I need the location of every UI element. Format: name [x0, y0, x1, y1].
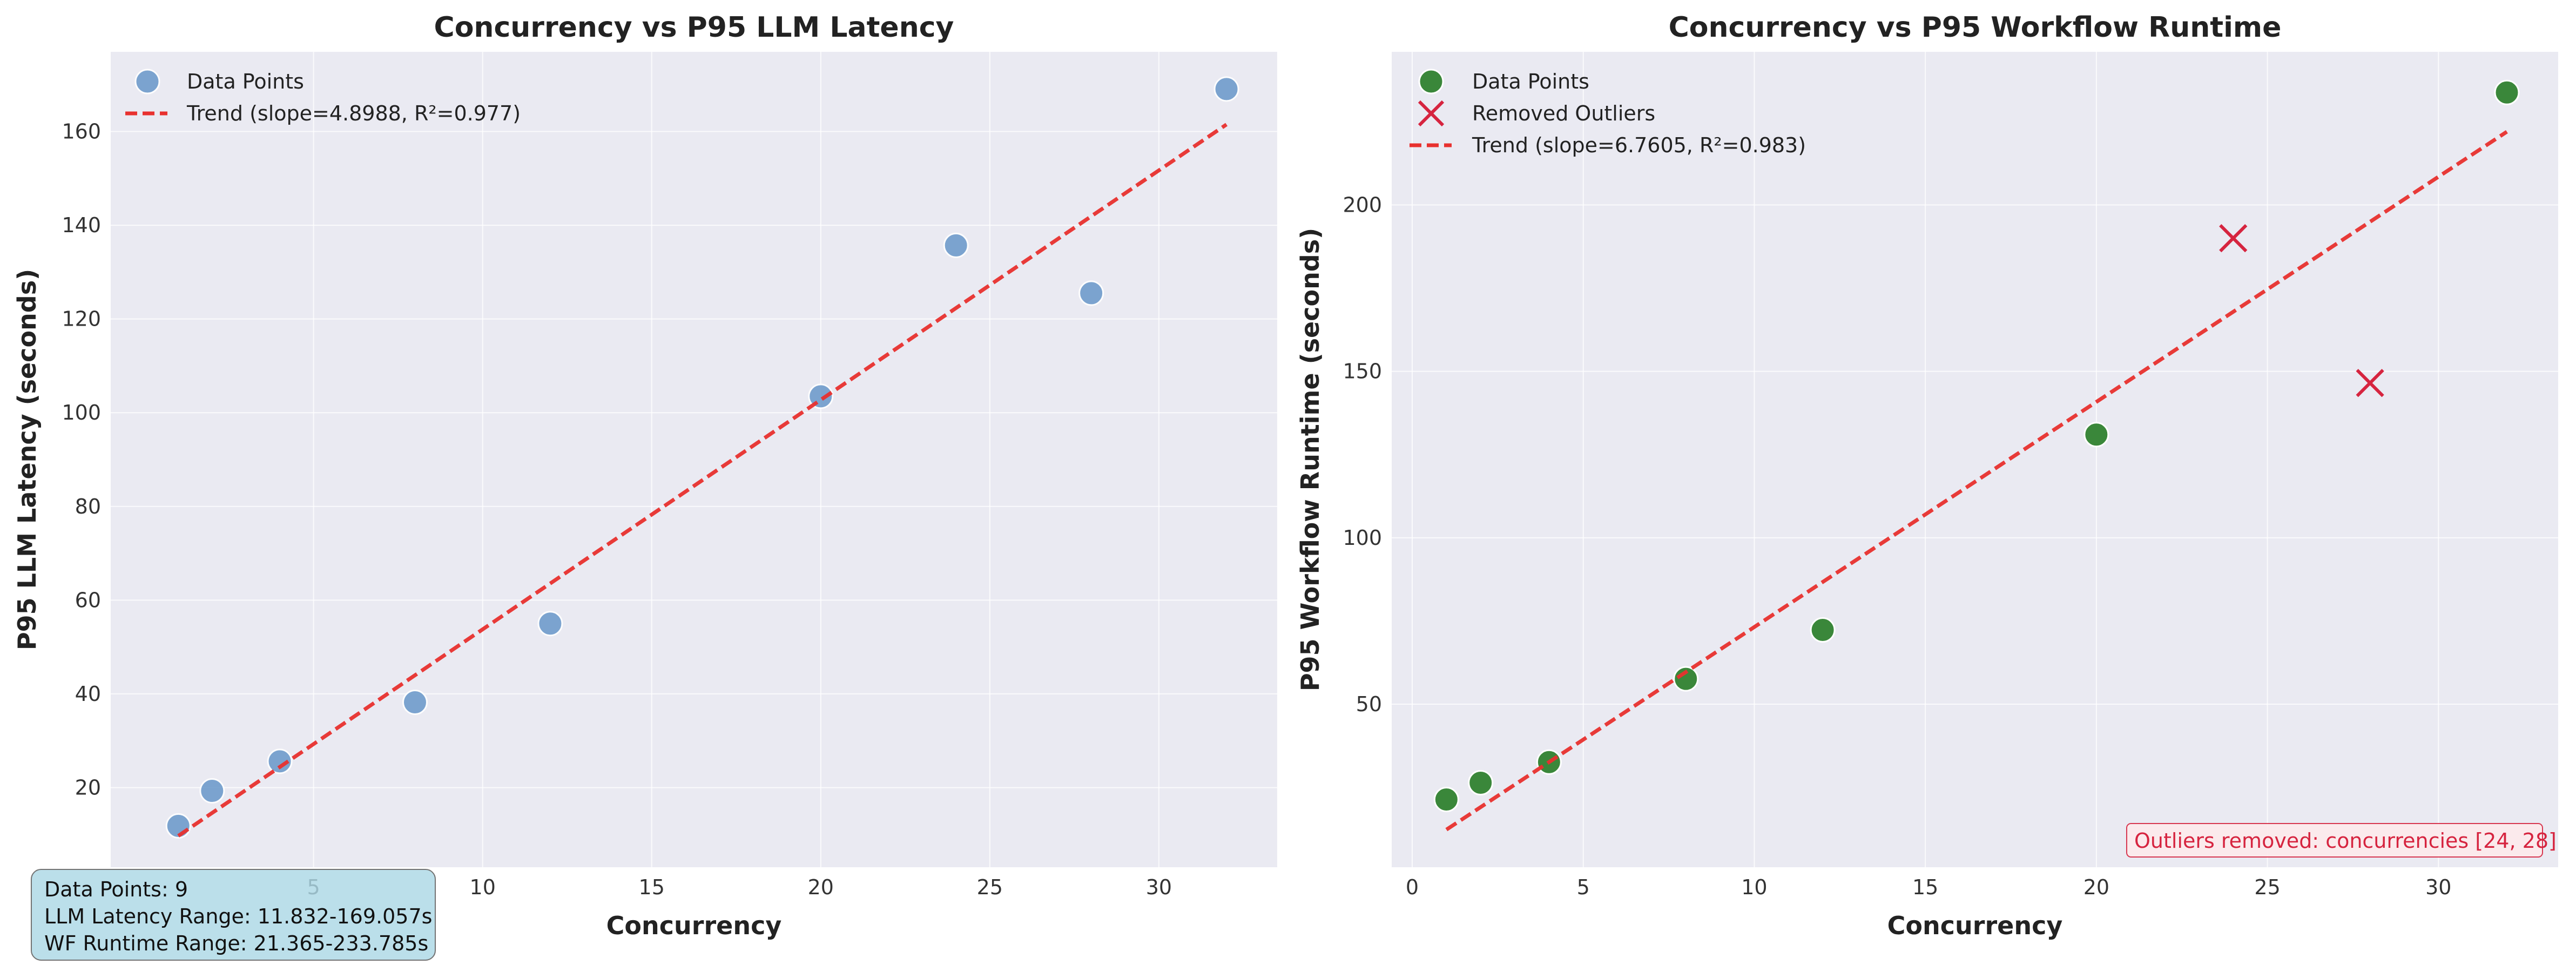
y-tick-label: 200	[1343, 193, 1382, 217]
y-tick-label: 20	[75, 775, 101, 799]
trend-line	[177, 123, 1228, 838]
legend-marker-removed-outliers	[1418, 100, 1445, 127]
y-tick-label: 60	[75, 588, 101, 612]
x-axis-label: Concurrency	[1887, 911, 2063, 940]
x-tick-label: 15	[1912, 875, 1938, 899]
info-data-points: Data Points: 9	[44, 878, 188, 901]
legend-marker-data-points	[134, 69, 160, 95]
annotation-text: Outliers removed: concurrencies [24, 28]	[2134, 829, 2557, 853]
data-point	[267, 748, 293, 774]
y-tick-label: 50	[1356, 692, 1382, 716]
data-marks	[1433, 79, 2520, 832]
legend-label-removed-outliers: Removed Outliers	[1472, 102, 1655, 125]
x-tick-label: 20	[808, 875, 834, 899]
plot-background	[111, 52, 1277, 867]
x-tick-label: 25	[2254, 875, 2280, 899]
x-tick-label: 5	[1577, 875, 1590, 899]
legend-label-trend: Trend (slope=4.8988, R²=0.977)	[186, 102, 521, 125]
data-point	[943, 232, 969, 258]
chart-title: Concurrency vs P95 LLM Latency	[434, 11, 954, 44]
legend: Data Points Trend (slope=4.8988, R²=0.97…	[125, 69, 521, 125]
data-point	[1810, 617, 1836, 643]
legend: Data Points Removed Outliers Trend (slop…	[1410, 69, 1806, 157]
x-tick-label: 10	[1741, 875, 1767, 899]
info-llm-range: LLM Latency Range: 11.832-169.057s	[44, 905, 432, 928]
y-axis-label: P95 LLM Latency (seconds)	[12, 269, 42, 650]
y-tick-label: 150	[1343, 360, 1382, 383]
plot-background	[1392, 52, 2558, 867]
info-box-background	[31, 869, 436, 961]
y-tick-label: 80	[75, 495, 101, 518]
y-tick-labels: 20 40 60 80 100 120 140 160	[62, 120, 101, 800]
x-tick-label: 25	[977, 875, 1003, 899]
data-point	[1213, 76, 1239, 102]
legend-label-trend: Trend (slope=6.7605, R²=0.983)	[1472, 133, 1806, 157]
x-tick-label: 10	[470, 875, 496, 899]
y-tick-label: 140	[62, 213, 101, 237]
y-tick-label: 100	[62, 401, 101, 424]
data-point	[2494, 79, 2520, 105]
workflow-runtime-chart: 0 5 10 15 20 25 30 50 100 150 200 Concurrency vs …	[1296, 11, 2558, 940]
x-tick-labels: 0 5 10 15 20 25 30	[1406, 875, 2452, 899]
y-tick-label: 40	[75, 682, 101, 706]
x-tick-label: 30	[1146, 875, 1172, 899]
outlier-annotation: Outliers removed: concurrencies [24, 28]	[2126, 823, 2557, 858]
annotation-box	[2126, 823, 2543, 858]
outlier-point	[2356, 369, 2384, 397]
legend-label-data-points: Data Points	[1472, 70, 1589, 93]
data-point	[1468, 770, 1494, 795]
legend-marker-data-points	[1418, 69, 1444, 95]
x-tick-label: 30	[2425, 875, 2451, 899]
x-tick-label: 0	[1406, 875, 1419, 899]
data-point	[402, 690, 428, 716]
y-tick-labels: 50 100 150 200	[1343, 193, 1382, 716]
data-point	[2083, 422, 2109, 448]
outlier-point	[2219, 224, 2248, 253]
info-box: Data Points: 9 LLM Latency Range: 11.832…	[31, 869, 436, 961]
y-axis-label: P95 Workflow Runtime (seconds)	[1296, 228, 1325, 691]
grid-lines	[1392, 52, 2558, 867]
trend-line	[1445, 130, 2508, 832]
data-point	[537, 611, 563, 637]
x-axis-label: Concurrency	[606, 911, 782, 940]
grid-lines	[111, 52, 1277, 867]
y-tick-label: 120	[62, 307, 101, 331]
data-point	[199, 778, 225, 804]
y-tick-label: 100	[1343, 526, 1382, 550]
data-point	[1433, 786, 1459, 812]
data-point	[1673, 666, 1699, 692]
y-tick-label: 160	[62, 120, 101, 144]
data-marks	[165, 76, 1239, 839]
x-tick-label: 20	[2083, 875, 2109, 899]
x-tick-label: 15	[639, 875, 665, 899]
data-point	[1078, 280, 1104, 306]
chart-title: Concurrency vs P95 Workflow Runtime	[1669, 11, 2282, 44]
info-wf-range: WF Runtime Range: 21.365-233.785s	[44, 932, 428, 955]
legend-label-data-points: Data Points	[187, 70, 304, 93]
